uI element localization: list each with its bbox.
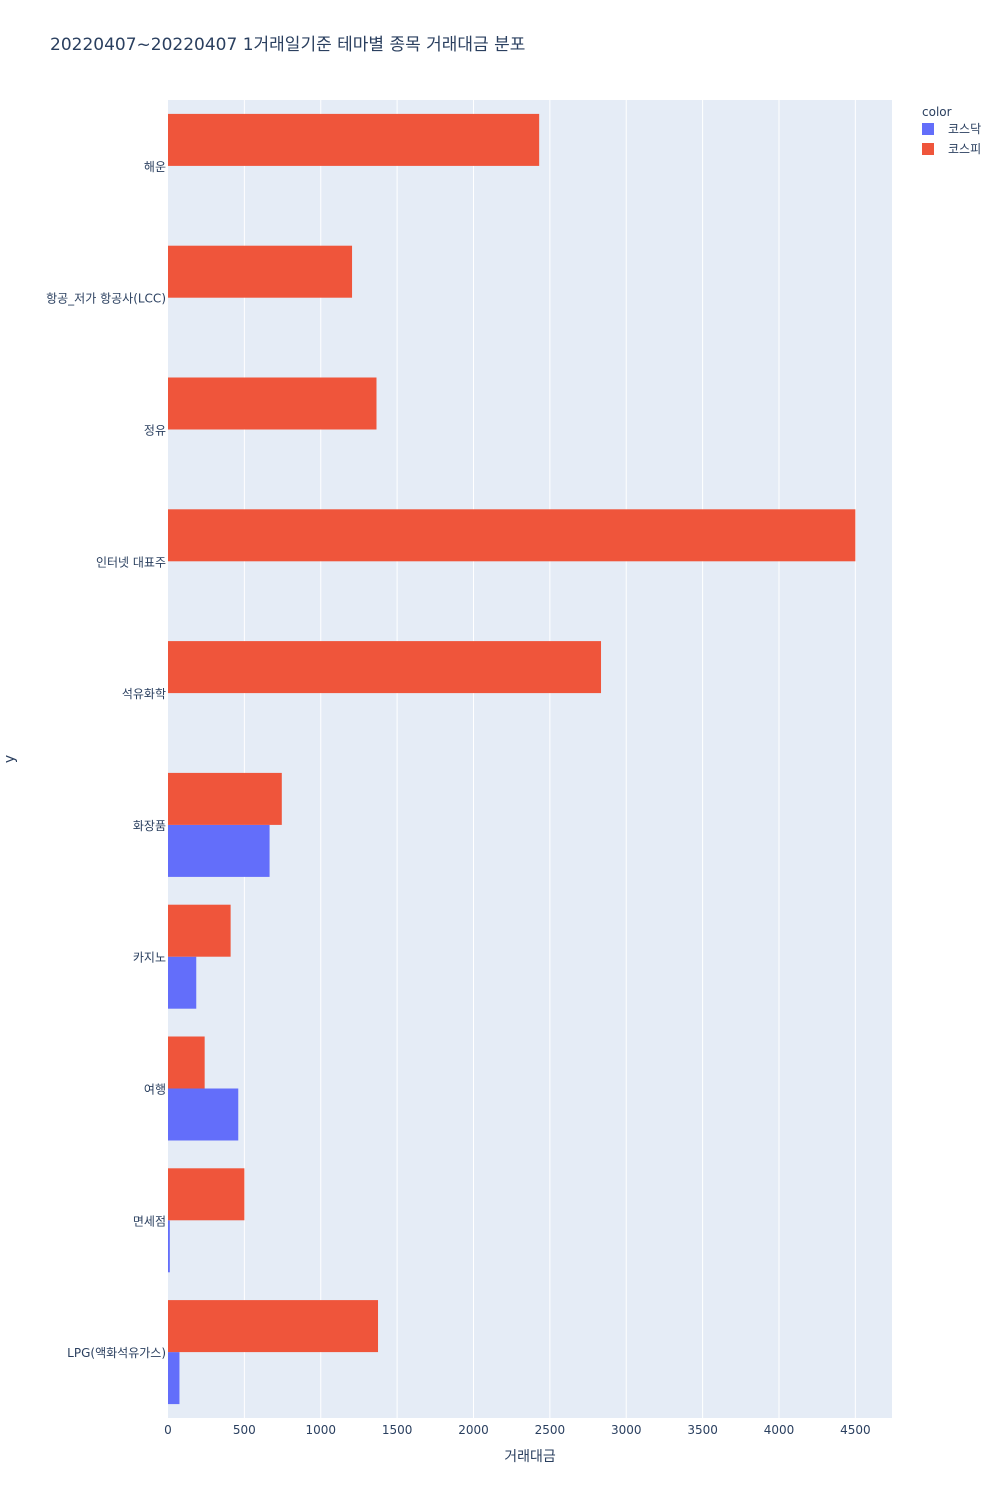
bars	[168, 113, 856, 1405]
legend-item-label[interactable]: 코스피	[948, 142, 981, 156]
bar-kospi[interactable]	[168, 509, 856, 562]
bar-kospi[interactable]	[168, 1036, 205, 1089]
bar-kosdaq[interactable]	[168, 1088, 239, 1141]
bar-kospi[interactable]	[168, 772, 282, 825]
y-tick-label: 카지노	[133, 951, 166, 965]
x-tick-label: 3000	[611, 1423, 642, 1437]
legend-title: color	[922, 105, 952, 119]
x-tick-label: 2000	[458, 1423, 489, 1437]
x-axis-title: 거래대금	[504, 1449, 556, 1465]
y-tick-label: 석유화학	[122, 687, 166, 701]
x-tick-label: 1500	[382, 1423, 413, 1437]
plot-area	[168, 100, 892, 1418]
bar-kospi[interactable]	[168, 245, 353, 298]
x-tick-label: 0	[164, 1423, 172, 1437]
bar-kospi[interactable]	[168, 904, 231, 957]
bar-kospi[interactable]	[168, 1300, 379, 1353]
y-tick-label: 인터넷 대표주	[96, 555, 166, 569]
y-tick-label: 화장품	[133, 819, 166, 833]
x-tick-label: 500	[233, 1423, 256, 1437]
legend-swatch[interactable]	[922, 123, 934, 135]
y-axis-title: y	[2, 755, 18, 763]
y-tick-label: 해운	[144, 160, 166, 174]
x-tick-label: 4500	[840, 1423, 871, 1437]
chart-title: 20220407~20220407 1거래일기준 테마별 종목 거래대금 분포	[50, 35, 525, 55]
bar-kosdaq[interactable]	[168, 1220, 170, 1273]
x-tick-labels: 0 500 1000 1500 2000 2500 3000 3500 4000 4500	[164, 1423, 870, 1437]
y-tick-label: 항공_저가 항공사(LCC)	[46, 292, 166, 306]
legend-item-label[interactable]: 코스닥	[948, 122, 981, 136]
bar-kospi[interactable]	[168, 377, 377, 430]
x-tick-label: 4000	[764, 1423, 795, 1437]
bar-kospi[interactable]	[168, 113, 540, 166]
x-tick-label: 2500	[535, 1423, 566, 1437]
bar-kosdaq[interactable]	[168, 956, 197, 1009]
x-tick-label: 3500	[687, 1423, 718, 1437]
bar-kosdaq[interactable]	[168, 1352, 180, 1405]
legend-swatch[interactable]	[922, 143, 934, 155]
x-tick-label: 1000	[305, 1423, 336, 1437]
y-tick-label: 여행	[144, 1082, 166, 1097]
y-tick-label: 면세점	[133, 1214, 166, 1228]
bar-kosdaq[interactable]	[168, 824, 270, 877]
bar-kospi[interactable]	[168, 1168, 245, 1221]
y-tick-label: LPG(액화석유가스)	[67, 1346, 166, 1360]
gridlines	[243, 100, 856, 1418]
bar-kospi[interactable]	[168, 641, 602, 694]
y-tick-label: 정유	[144, 424, 166, 438]
